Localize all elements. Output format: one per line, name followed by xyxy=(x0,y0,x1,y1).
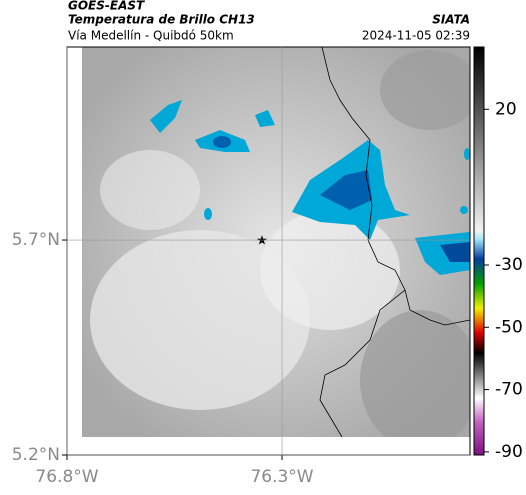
timestamp: 2024-11-05 02:39 xyxy=(362,29,470,43)
lat-tick-label: 5.2°N xyxy=(12,445,60,465)
colorbar xyxy=(473,46,485,456)
satellite-image xyxy=(82,47,470,437)
colorbar-axis: 20 -30 -50 -70 -90 xyxy=(484,99,523,462)
title: Temperatura de Brillo CH13 xyxy=(68,13,255,27)
lon-tick-label: 76.8°W xyxy=(35,467,98,487)
colorbar-tick-label: -90 xyxy=(495,442,523,462)
subtitle: Vía Medellín - Quibdó 50km xyxy=(68,29,234,43)
map-axes: 76.8°W 76.3°W 5.7°N 5.2°N xyxy=(12,47,470,487)
colorbar-tick-label: -30 xyxy=(495,255,523,275)
colorbar-tick-label: -70 xyxy=(495,380,523,400)
lon-tick-label: 76.3°W xyxy=(250,467,313,487)
brand: SIATA xyxy=(432,13,470,27)
source: GOES-EAST xyxy=(68,0,145,13)
colorbar-tick-label: 20 xyxy=(495,99,517,119)
location-marker: ★ xyxy=(256,234,268,249)
colorbar-tick-label: -50 xyxy=(495,317,523,337)
lat-tick-label: 5.7°N xyxy=(12,230,60,250)
